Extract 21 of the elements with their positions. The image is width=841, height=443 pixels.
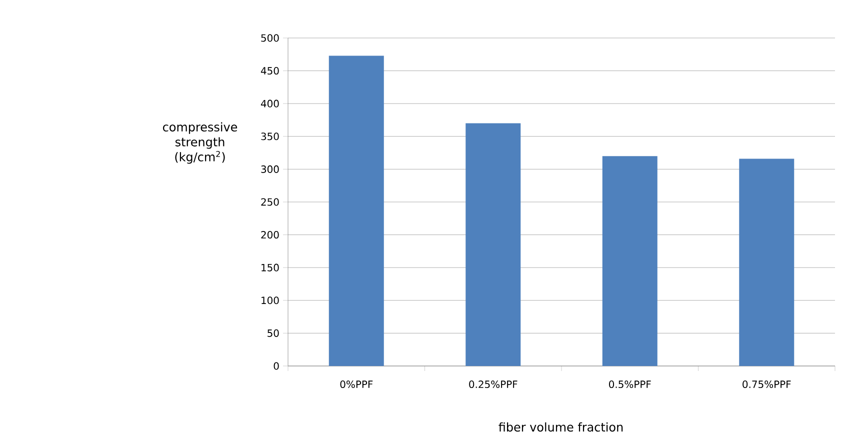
y-tick-label: 100 — [262, 296, 279, 304]
y-tick-label: 50 — [268, 329, 279, 337]
y-tick-label: 500 — [261, 34, 279, 42]
x-tick-label: 0.5%PPF — [609, 380, 651, 388]
y-tick-label: 450 — [260, 67, 279, 75]
x-tick-label: 0.25%PPF — [469, 380, 518, 388]
y-tick-label: 250 — [261, 198, 279, 206]
x-tick-label: 0%PPF — [340, 380, 373, 388]
y-tick-label: 300 — [261, 165, 279, 173]
y-tick-label: 400 — [260, 100, 279, 108]
bar — [602, 156, 658, 366]
x-tick-label: 0.75%PPF — [742, 380, 791, 388]
y-tick-label: 0 — [274, 362, 279, 370]
y-tick-label: 150 — [262, 264, 279, 272]
y-tick-label: 350 — [261, 132, 279, 140]
bar — [739, 158, 794, 366]
y-tick-label: 200 — [261, 231, 279, 239]
bar — [328, 56, 384, 366]
bar — [466, 123, 521, 366]
x-axis-title: fiber volume fraction — [498, 422, 623, 432]
y-axis-title: compressive strength (kg/cm$^{2}$) — [162, 122, 238, 164]
